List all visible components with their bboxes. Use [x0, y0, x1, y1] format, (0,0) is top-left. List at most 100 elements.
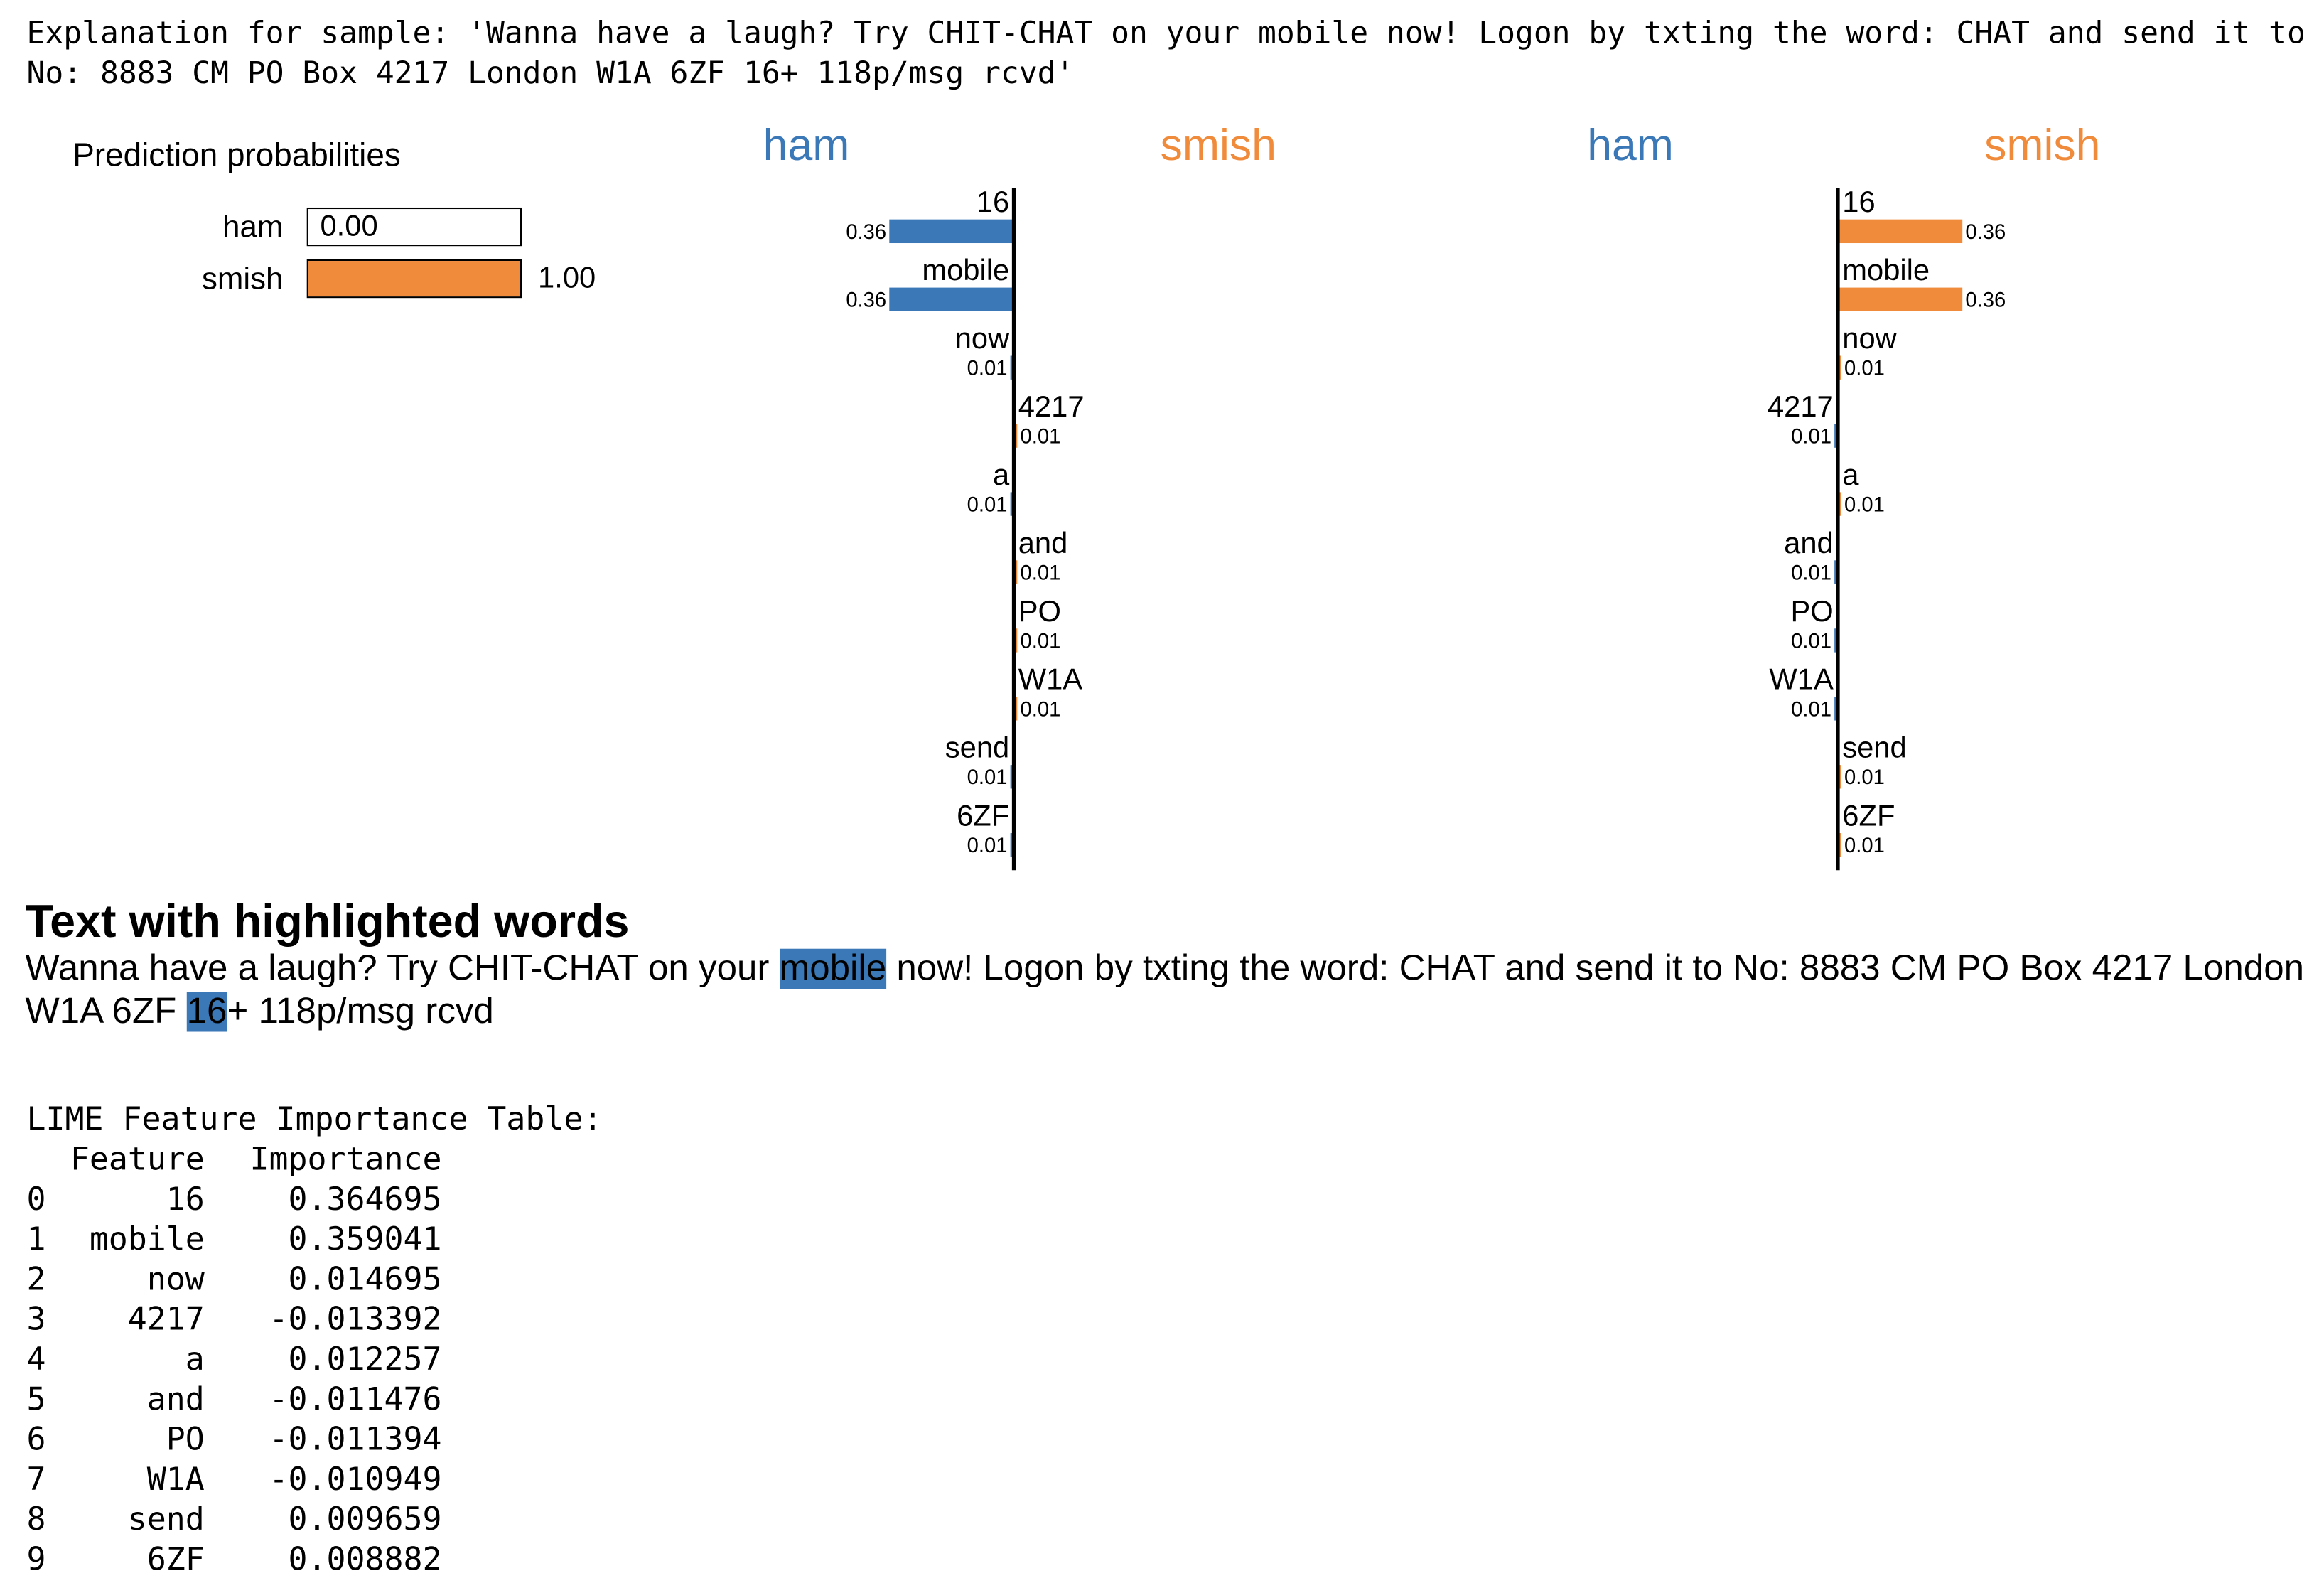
- highlighted-text: Wanna have a laugh? Try CHIT-CHAT on you…: [25, 948, 2308, 1034]
- feature-label: W1A: [1018, 662, 1083, 696]
- table-row-index: 4: [26, 1341, 46, 1379]
- value-label: 0.01: [1844, 766, 1885, 789]
- table-row-importance: -0.011394: [269, 1421, 442, 1459]
- feature-label: 6ZF: [957, 799, 1009, 832]
- class-label-smish: smish: [1161, 120, 1276, 170]
- value-label: 0.01: [1791, 698, 1831, 721]
- table-row-importance: 0.364695: [288, 1181, 442, 1219]
- text-segment: Wanna have a laugh? Try CHIT-CHAT on you…: [25, 948, 780, 989]
- table-row-importance: 0.012257: [288, 1341, 442, 1379]
- table-row-importance: -0.010949: [269, 1461, 442, 1499]
- table-row-index: 2: [26, 1261, 46, 1299]
- highlighted-word: mobile: [779, 948, 887, 989]
- value-label: 0.01: [1791, 426, 1831, 449]
- table-row-importance: 0.009659: [288, 1501, 442, 1539]
- table-row-index: 7: [26, 1461, 46, 1499]
- feature-importance-table: LIME Feature Importance Table: Feature Im…: [27, 1100, 603, 1580]
- prediction-value-smish: 1.00: [538, 262, 596, 296]
- table-row-feature: W1A: [146, 1461, 205, 1499]
- feature-label: and: [1018, 526, 1068, 559]
- prediction-value-ham: 0.00: [320, 210, 378, 244]
- feature-label: 6ZF: [1842, 799, 1895, 832]
- feature-label: 4217: [1768, 390, 1834, 423]
- feature-label: send: [945, 731, 1009, 764]
- feature-label: 16: [1842, 185, 1875, 218]
- table-row-feature: send: [127, 1501, 205, 1539]
- table-row-importance: 0.014695: [288, 1261, 442, 1299]
- prediction-probabilities-title: Prediction probabilities: [72, 136, 401, 174]
- table-row-feature: now: [146, 1261, 205, 1299]
- prediction-bar-ham: 0.00: [306, 207, 522, 247]
- table-row: 5 and -0.011476: [27, 1380, 603, 1420]
- table-row: 8 send 0.009659: [27, 1501, 603, 1540]
- feature-label: and: [1784, 526, 1834, 559]
- feature-label: 16: [977, 185, 1009, 218]
- highlighted-text-title: Text with highlighted words: [25, 895, 630, 948]
- value-label: 0.01: [1844, 493, 1885, 516]
- bar: [889, 219, 1014, 244]
- value-label: 0.01: [967, 766, 1008, 789]
- value-label: 0.36: [1965, 221, 2006, 244]
- feature-label: now: [955, 321, 1010, 355]
- value-label: 0.01: [1844, 358, 1885, 380]
- value-label: 0.36: [846, 289, 886, 312]
- value-label: 0.01: [967, 493, 1008, 516]
- class-label-smish: smish: [1984, 120, 2100, 170]
- prediction-label-smish: smish: [201, 262, 284, 297]
- table-row-importance: 0.008882: [288, 1541, 442, 1579]
- value-label: 0.01: [1844, 835, 1885, 857]
- table-row-feature: mobile: [89, 1221, 205, 1259]
- value-label: 0.01: [1791, 630, 1831, 653]
- value-label: 0.01: [1791, 562, 1831, 584]
- table-row-index: 1: [26, 1221, 46, 1259]
- table-header-row: Feature Importance: [27, 1140, 603, 1180]
- bar: [1838, 219, 1963, 244]
- bar: [1838, 287, 1963, 311]
- table-row: 7 W1A -0.010949: [27, 1460, 603, 1500]
- table-row: 0 16 0.364695: [27, 1180, 603, 1220]
- feature-label: PO: [1018, 594, 1061, 628]
- value-label: 0.01: [967, 358, 1008, 380]
- value-label: 0.36: [1965, 289, 2006, 312]
- table-row-feature: 16: [166, 1181, 205, 1219]
- feature-label: mobile: [1842, 253, 1930, 286]
- table-row-importance: -0.011476: [269, 1381, 442, 1419]
- class-label-ham: ham: [1587, 120, 1674, 170]
- table-row-index: 9: [26, 1541, 46, 1579]
- feature-label: W1A: [1769, 662, 1834, 696]
- feature-weights-chart-2: ham smish160.36mobile0.36now0.0142170.01a…: [1587, 120, 2100, 871]
- table-row-index: 8: [26, 1501, 46, 1539]
- feature-label: mobile: [922, 253, 1009, 286]
- value-label: 0.36: [846, 221, 886, 244]
- value-label: 0.01: [1021, 698, 1061, 721]
- table-row-importance: -0.013392: [269, 1302, 442, 1339]
- table-row-feature: a: [185, 1341, 205, 1379]
- table-row-index: 6: [26, 1421, 46, 1459]
- feature-label: a: [993, 458, 1010, 491]
- text-segment: now! Logon by txting the word: CHAT and …: [25, 948, 2305, 1032]
- table-row-feature: 4217: [127, 1302, 205, 1339]
- table-row-feature: and: [146, 1381, 205, 1419]
- highlighted-word: 16: [186, 992, 227, 1032]
- feature-label: 4217: [1018, 390, 1085, 423]
- table-row-index: 3: [26, 1302, 46, 1339]
- table-row-feature: 6ZF: [146, 1541, 205, 1579]
- table-row-feature: PO: [166, 1421, 205, 1459]
- table-row: 2 now 0.014695: [27, 1260, 603, 1300]
- feature-weights-chart-1: ham smish160.36mobile0.36now0.0142170.01a…: [763, 120, 1276, 871]
- table-row: 3 4217 -0.013392: [27, 1300, 603, 1340]
- feature-label: a: [1842, 458, 1859, 491]
- value-label: 0.01: [1021, 426, 1061, 449]
- table-row: 4 a 0.012257: [27, 1340, 603, 1380]
- bar: [889, 287, 1014, 311]
- feature-label: now: [1842, 321, 1897, 355]
- prediction-fill-smish: [308, 261, 521, 297]
- table-row: 9 6ZF 0.008882: [27, 1540, 603, 1580]
- feature-label: send: [1842, 731, 1906, 764]
- class-label-ham: ham: [763, 120, 850, 170]
- value-label: 0.01: [1021, 630, 1061, 653]
- table-row: 6 PO -0.011394: [27, 1420, 603, 1460]
- explanation-header: Explanation for sample: 'Wanna have a la…: [26, 14, 2324, 91]
- feature-label: PO: [1790, 594, 1833, 628]
